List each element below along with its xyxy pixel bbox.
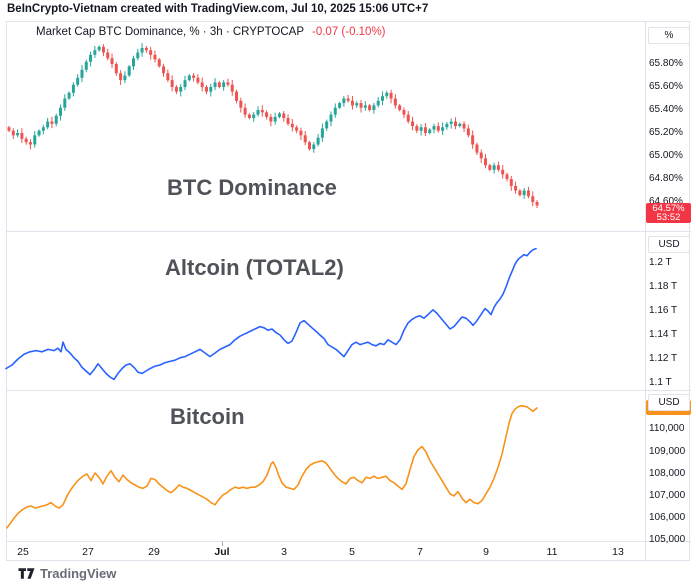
tradingview-logo[interactable]: TradingView bbox=[18, 566, 116, 581]
symbol-title[interactable]: Market Cap BTC Dominance, % · 3h · CRYPT… bbox=[36, 26, 304, 38]
chart-legend: Market Cap BTC Dominance, % · 3h · CRYPT… bbox=[36, 26, 386, 38]
last-price-value: 64.57% bbox=[652, 202, 685, 214]
pane-btc-dominance[interactable] bbox=[7, 43, 539, 208]
price-axis-unit-usd-bitcoin: USD bbox=[648, 394, 690, 411]
change-value: -0.07 (-0.10%) bbox=[312, 26, 386, 38]
watermark-btc-dominance: BTC Dominance bbox=[167, 175, 337, 200]
pane-separator-1[interactable] bbox=[6, 231, 691, 232]
time-axis-separator bbox=[6, 541, 691, 542]
watermark-altcoin-total2: Altcoin (TOTAL2) bbox=[165, 255, 344, 280]
price-axis[interactable] bbox=[646, 21, 691, 541]
price-axis-unit-percent: % bbox=[648, 27, 690, 44]
pane-altcoin-total2[interactable] bbox=[5, 247, 537, 381]
pane-bitcoin[interactable] bbox=[6, 404, 538, 529]
price-axis-separator bbox=[645, 21, 646, 561]
bar-countdown: 53:52 bbox=[656, 212, 681, 223]
time-axis[interactable] bbox=[6, 541, 645, 562]
btc-dominance-last-price-tag: 64.57% 53:52 bbox=[646, 203, 691, 223]
tradingview-logo-icon bbox=[18, 568, 35, 579]
chart-frame bbox=[6, 21, 690, 561]
attribution-text: BeInCrypto-Vietnam created with TradingV… bbox=[7, 3, 429, 15]
watermark-bitcoin: Bitcoin bbox=[170, 404, 245, 429]
pane-separator-2[interactable] bbox=[6, 390, 691, 391]
month-gridline-tick bbox=[222, 541, 223, 546]
price-axis-unit-usd-altcoin: USD bbox=[648, 236, 690, 253]
tradingview-logo-text: TradingView bbox=[40, 566, 117, 581]
